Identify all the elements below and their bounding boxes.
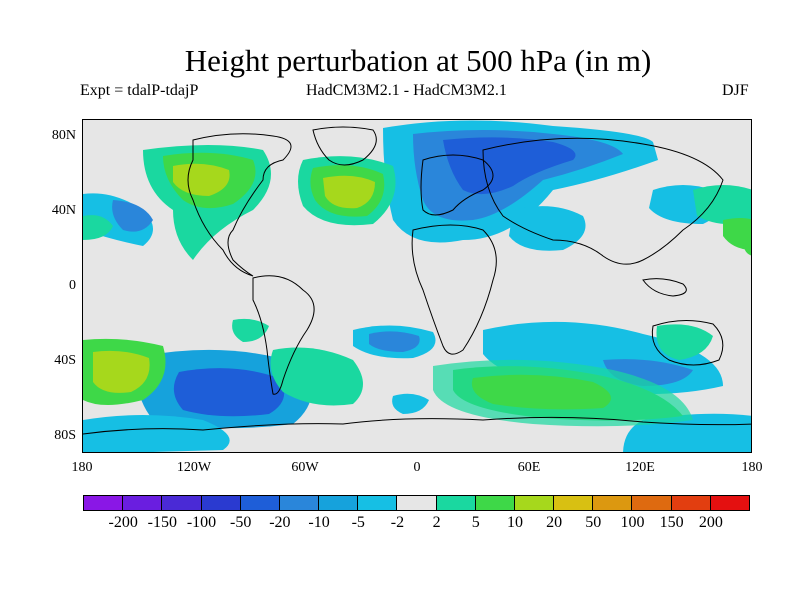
colorbar-tick-label: -10	[308, 514, 330, 531]
colorbar-box	[670, 495, 711, 511]
coast-europe	[420, 154, 494, 216]
anomaly-north-atlantic-center	[323, 175, 375, 209]
colorbar-tick-label: -150	[147, 514, 177, 531]
colorbar-box	[435, 495, 476, 511]
coast-greenland	[312, 126, 377, 166]
coast-africa	[411, 224, 497, 355]
colorbar-tick-label: -5	[351, 514, 365, 531]
anomaly-antarctic-west	[83, 415, 230, 452]
colorbar-tick-label: 100	[620, 514, 645, 531]
colorbar-tick-label: -50	[230, 514, 252, 531]
anomaly-arctic-eurasia-center	[443, 137, 576, 195]
anomaly-south-atlantic-core	[369, 331, 420, 352]
colorbar-box	[83, 495, 124, 511]
map-title: Height perturbation at 500 hPa (in m)	[184, 43, 652, 78]
lat-label-40n: 40N	[51, 203, 76, 218]
colorbar-box	[474, 495, 515, 511]
lon-label-120w: 120W	[176, 460, 212, 475]
colorbar-box	[631, 495, 672, 511]
lon-label-60w: 60W	[291, 460, 319, 475]
season-label: DJF	[722, 82, 749, 99]
colorbar-tick-label: 50	[585, 514, 602, 531]
colorbar-box	[200, 495, 241, 511]
anomaly-north-pacific-core	[112, 200, 153, 232]
colorbar-box	[513, 495, 555, 511]
colorbar-tick-label: -2	[390, 514, 405, 531]
colorbar-tick-label: 20	[546, 514, 563, 531]
lon-label-180-left: 180	[71, 460, 93, 475]
colorbar-box	[161, 495, 202, 511]
anomaly-south-america-small	[232, 318, 269, 342]
colorbar-box	[318, 495, 359, 511]
colorbar-tick-label: 200	[698, 514, 723, 531]
lon-label-0: 0	[413, 460, 421, 475]
colorbar-box	[357, 495, 398, 511]
colorbar-box	[122, 495, 163, 511]
colorbar-tick-label: 5	[471, 514, 480, 531]
anomaly-south-pacific-north-core	[93, 350, 150, 393]
colorbar-tick-label: 2	[432, 514, 441, 531]
colorbar-box	[239, 495, 280, 511]
model-label: HadCM3M2.1 - HadCM3M2.1	[306, 82, 507, 99]
colorbar-box	[396, 495, 437, 511]
colorbar-box	[709, 495, 750, 511]
lon-label-60e: 60E	[517, 460, 541, 475]
positive-anomaly-regions	[83, 145, 751, 427]
anomaly-south-indian-core	[471, 374, 611, 410]
colorbar-tick-label: 10	[506, 514, 523, 531]
anomaly-south-america	[270, 347, 363, 406]
map-panel	[82, 119, 752, 453]
coast-indonesia	[642, 278, 687, 297]
coast-australia	[651, 320, 724, 366]
colorbar-tick-label: -20	[269, 514, 291, 531]
coast-south-america	[252, 275, 315, 395]
anomaly-north-america-center	[173, 163, 230, 196]
coast-asia	[482, 137, 724, 265]
colorbar-box	[278, 495, 320, 511]
coastlines	[83, 126, 751, 435]
colorbar-box	[553, 495, 594, 511]
colorbar-tick-label: 150	[659, 514, 684, 531]
lat-label-80s: 80S	[54, 428, 76, 443]
coast-north-america	[187, 133, 292, 277]
colorbar	[83, 495, 750, 511]
colorbar-tick-label: -200	[108, 514, 138, 531]
anomaly-australia	[656, 324, 713, 360]
colorbar-tick-label: -100	[186, 514, 217, 531]
coast-antarctica	[83, 416, 751, 435]
lon-label-180-right: 180	[741, 460, 763, 475]
anomaly-central-asia	[509, 206, 586, 251]
lat-label-0: 0	[69, 278, 76, 293]
anomaly-west-pacific-north	[83, 215, 113, 240]
contour-field	[83, 120, 751, 452]
colorbar-box	[592, 495, 633, 511]
anomaly-east-asia	[693, 185, 751, 225]
anomaly-west-pacific-small	[743, 238, 751, 256]
lon-label-120e: 120E	[625, 460, 655, 475]
anomaly-south-pacific-center	[173, 368, 285, 417]
experiment-label: Expt = tdalP-tdajP	[80, 82, 199, 99]
lat-label-40s: 40S	[54, 353, 76, 368]
lat-label-80n: 80N	[51, 128, 76, 143]
anomaly-south-atlantic-small	[392, 393, 429, 414]
